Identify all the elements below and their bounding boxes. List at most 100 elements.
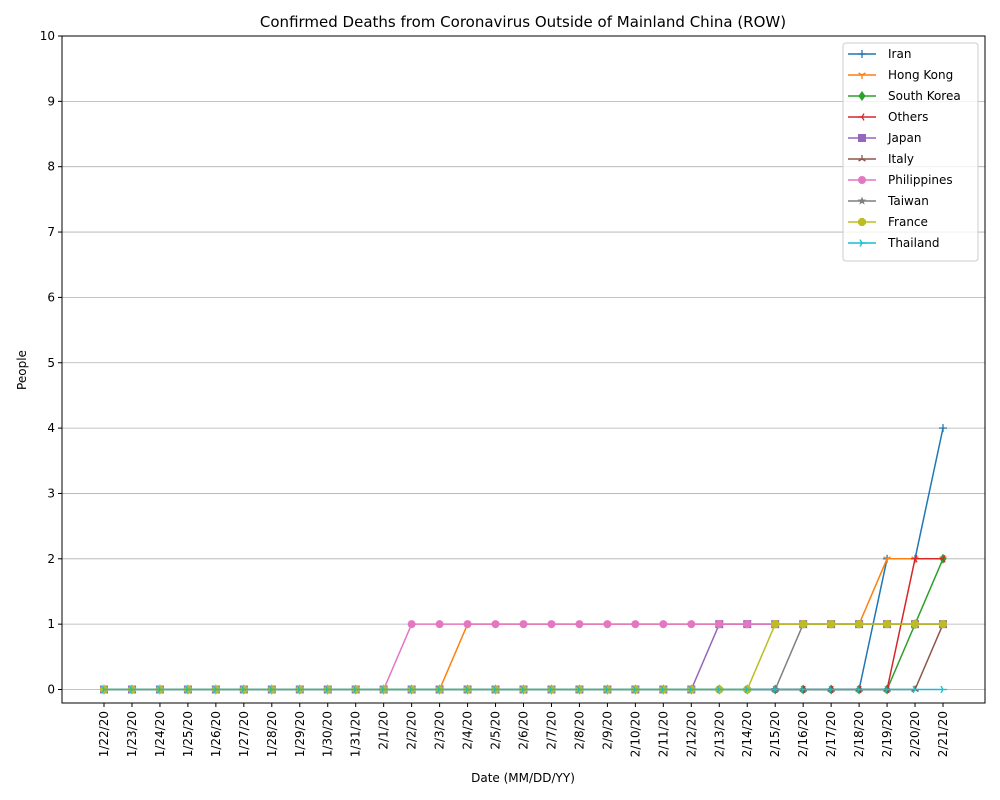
x-tick-label: 2/6/20 (517, 711, 531, 750)
data-point (858, 155, 866, 162)
data-point (939, 620, 947, 629)
data-point (911, 620, 920, 629)
y-tick-label: 2 (47, 552, 55, 566)
x-tick-label: 2/10/20 (628, 711, 642, 757)
data-point (855, 620, 864, 629)
y-tick-label: 9 (47, 94, 55, 108)
data-point (660, 685, 668, 694)
data-point (353, 685, 360, 694)
x-tick-label: 1/25/20 (181, 711, 195, 757)
x-tick-label: 2/19/20 (880, 711, 894, 757)
data-point (687, 620, 696, 629)
x-tick-label: 2/8/20 (572, 711, 586, 750)
y-axis: 0 1 2 3 4 5 6 7 8 9 10 (40, 29, 62, 697)
data-point (463, 620, 472, 629)
data-point (939, 424, 947, 433)
data-point (715, 620, 724, 629)
legend-label: South Korea (888, 89, 961, 103)
legend-label: Thailand (887, 236, 940, 250)
data-point (213, 685, 220, 694)
x-tick-label: 2/12/20 (684, 711, 698, 757)
legend-label: Others (888, 110, 928, 124)
legend-item: Others (848, 110, 928, 124)
data-point (883, 620, 892, 629)
data-point (858, 134, 866, 142)
data-point (129, 685, 136, 694)
y-tick-label: 0 (47, 683, 55, 697)
legend-label: Italy (888, 152, 914, 166)
legend-item: Italy (848, 152, 914, 166)
data-point (940, 685, 947, 694)
data-point (858, 50, 866, 58)
x-tick-label: 2/20/20 (908, 711, 922, 757)
x-tick-label: 2/2/20 (405, 711, 419, 750)
x-tick-label: 1/31/20 (349, 711, 363, 757)
data-point (548, 685, 556, 694)
data-point (604, 685, 612, 694)
y-tick-label: 1 (47, 617, 55, 631)
data-point (743, 620, 752, 629)
x-tick-label: 2/21/20 (936, 711, 950, 757)
y-tick-label: 6 (47, 290, 55, 304)
x-tick-label: 2/18/20 (852, 711, 866, 757)
x-tick-label: 1/27/20 (237, 711, 251, 757)
x-tick-label: 1/26/20 (209, 711, 223, 757)
x-tick-label: 2/17/20 (824, 711, 838, 757)
legend-item: Hong Kong (848, 68, 953, 82)
x-tick-label: 2/14/20 (740, 711, 754, 757)
data-point (858, 91, 866, 101)
x-tick-label: 2/11/20 (656, 711, 670, 757)
data-point (381, 685, 388, 694)
y-tick-label: 5 (47, 356, 55, 370)
x-tick-label: 2/13/20 (712, 711, 726, 757)
data-point (800, 685, 808, 694)
data-point (325, 685, 332, 694)
y-tick-label: 4 (47, 421, 55, 435)
data-point (409, 685, 416, 694)
data-point (858, 176, 866, 184)
legend-label: Iran (888, 47, 911, 61)
x-tick-label: 2/5/20 (489, 711, 503, 750)
data-point (491, 620, 500, 629)
legend-item: France (848, 215, 928, 229)
data-point (858, 113, 865, 121)
x-tick-label: 2/3/20 (433, 711, 447, 750)
data-point (912, 685, 920, 694)
data-point (716, 685, 724, 694)
x-tick-label: 1/29/20 (293, 711, 307, 757)
legend-item: Taiwan (848, 194, 929, 208)
legend-label: Philippines (888, 173, 953, 187)
x-tick-label: 2/16/20 (796, 711, 810, 757)
x-tick-label: 2/15/20 (768, 711, 782, 757)
data-point (157, 685, 164, 694)
data-point (858, 72, 866, 79)
x-tick-label: 2/1/20 (377, 711, 391, 750)
data-point (856, 685, 864, 694)
y-tick-label: 8 (47, 160, 55, 174)
legend-item: South Korea (848, 89, 961, 103)
data-point (857, 196, 867, 205)
data-point (883, 556, 891, 563)
data-point (101, 685, 108, 694)
data-point (437, 685, 444, 694)
data-point (185, 685, 192, 694)
series-thailand (101, 685, 947, 694)
data-point (939, 554, 946, 563)
data-point (465, 685, 472, 694)
legend-label: Hong Kong (888, 68, 953, 82)
data-point (688, 685, 696, 694)
x-tick-label: 1/22/20 (97, 711, 111, 757)
x-tick-label: 1/24/20 (153, 711, 167, 757)
y-axis-title: People (15, 350, 29, 390)
y-tick-label: 7 (47, 225, 55, 239)
data-point (659, 620, 668, 629)
x-tick-label: 1/23/20 (125, 711, 139, 757)
data-point (576, 685, 584, 694)
x-tick-label: 1/30/20 (321, 711, 335, 757)
legend: Iran Hong Kong South Korea Others Japan Italy… (842, 42, 979, 262)
legend-item: Thailand (848, 236, 940, 250)
x-tick-label: 1/28/20 (265, 711, 279, 757)
x-axis-title: Date (MM/DD/YY) (471, 771, 575, 785)
y-tick-label: 10 (40, 29, 55, 43)
